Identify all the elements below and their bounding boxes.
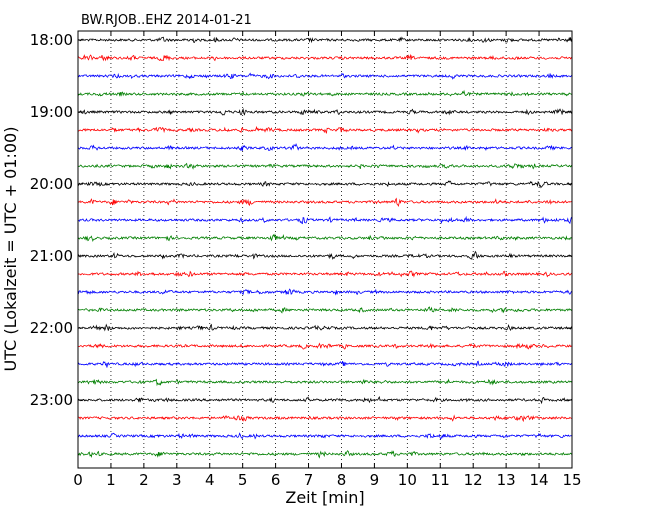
trace-1830 xyxy=(77,72,573,80)
trace-2130 xyxy=(77,288,573,296)
y-axis-ticks: 18:00 19:00 20:00 21:00 22:00 23:00 xyxy=(30,31,572,409)
trace-1900 xyxy=(77,108,573,116)
x-axis-ticks: 0 1 2 3 4 5 6 7 8 9 10 11 12 13 14 15 xyxy=(73,31,582,489)
y-tick-label: 22:00 xyxy=(30,319,73,337)
x-tick-label: 10 xyxy=(398,471,417,489)
trace-2215 xyxy=(77,342,573,350)
plot-frame xyxy=(77,30,573,469)
seismic-traces xyxy=(77,36,573,459)
y-tick-label: 20:00 xyxy=(30,175,73,193)
trace-2200 xyxy=(77,323,573,332)
trace-1800 xyxy=(77,36,573,44)
x-tick-label: 14 xyxy=(530,471,549,489)
trace-2330 xyxy=(77,432,573,440)
trace-1845 xyxy=(77,89,573,97)
trace-2145 xyxy=(77,306,573,314)
x-tick-label: 3 xyxy=(172,471,182,489)
trace-2315 xyxy=(77,414,573,423)
vertical-grid xyxy=(110,31,540,468)
x-tick-label: 8 xyxy=(337,471,347,489)
trace-2230 xyxy=(77,360,573,368)
trace-2100 xyxy=(77,250,573,260)
trace-2300 xyxy=(77,396,573,405)
trace-2345 xyxy=(77,450,573,459)
trace-2030 xyxy=(77,215,573,225)
trace-1945 xyxy=(77,162,573,170)
trace-1915 xyxy=(77,125,573,134)
x-tick-label: 7 xyxy=(304,471,314,489)
x-tick-label: 1 xyxy=(106,471,116,489)
chart-title: BW.RJOB..EHZ 2014-01-21 xyxy=(81,13,252,28)
trace-2015 xyxy=(77,197,573,207)
trace-2115 xyxy=(77,270,573,278)
y-tick-label: 21:00 xyxy=(30,247,73,265)
x-axis-label: Zeit [min] xyxy=(285,488,364,507)
x-tick-label: 4 xyxy=(205,471,215,489)
x-tick-label: 12 xyxy=(464,471,483,489)
x-tick-label: 5 xyxy=(238,471,248,489)
y-tick-label: 23:00 xyxy=(30,391,73,409)
trace-1815 xyxy=(77,53,573,62)
trace-2245 xyxy=(77,378,573,387)
x-tick-label: 0 xyxy=(73,471,83,489)
x-tick-label: 6 xyxy=(271,471,281,489)
y-tick-label: 18:00 xyxy=(30,31,73,49)
x-tick-label: 2 xyxy=(139,471,149,489)
trace-2045 xyxy=(77,233,573,243)
x-tick-label: 13 xyxy=(497,471,516,489)
y-tick-label: 19:00 xyxy=(30,103,73,121)
x-tick-label: 15 xyxy=(562,471,581,489)
x-tick-label: 9 xyxy=(370,471,380,489)
y-axis-label: UTC (Lokalzeit = UTC + 01:00) xyxy=(1,127,20,372)
trace-2000 xyxy=(77,180,573,189)
trace-1930 xyxy=(77,143,573,151)
x-tick-label: 11 xyxy=(431,471,450,489)
